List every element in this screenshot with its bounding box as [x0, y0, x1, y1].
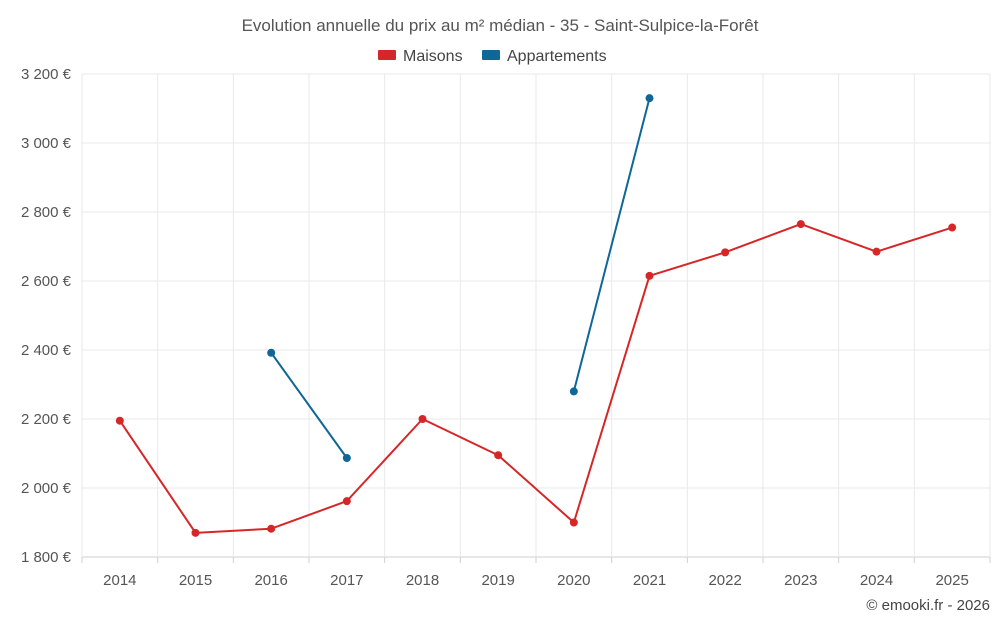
data-point-appartements[interactable]: [342, 453, 351, 462]
y-tick-label: 1 800 €: [21, 549, 72, 566]
y-tick-label: 3 000 €: [21, 135, 72, 152]
credit-text: © emooki.fr - 2026: [866, 597, 990, 614]
x-tick-label: 2022: [708, 572, 741, 589]
series-line-appartements: [270, 352, 348, 459]
legend-label-appartements[interactable]: Appartements: [507, 48, 607, 65]
legend-swatch-appartements[interactable]: [482, 50, 500, 60]
data-point-maisons[interactable]: [645, 271, 654, 280]
chart-title: Evolution annuelle du prix au m² médian …: [242, 16, 759, 35]
x-tick-label: 2014: [103, 572, 136, 589]
x-tick-label: 2025: [935, 572, 968, 589]
x-tick-label: 2019: [481, 572, 514, 589]
y-axis-ticks: 1 800 € 2 000 € 2 200 € 2 400 € 2 600 € 2 800…: [21, 66, 72, 566]
x-tick-label: 2018: [406, 572, 439, 589]
series-line-maisons: [119, 223, 953, 534]
x-tick-label: 2020: [557, 572, 590, 589]
x-tick-label: 2024: [860, 572, 893, 589]
data-point-maisons[interactable]: [115, 416, 124, 425]
data-point-appartements[interactable]: [569, 387, 578, 396]
data-point-maisons[interactable]: [494, 451, 503, 460]
x-tick-label: 2023: [784, 572, 817, 589]
grid: [81, 73, 991, 563]
x-tick-label: 2017: [330, 572, 363, 589]
data-point-appartements[interactable]: [267, 348, 276, 357]
data-point-maisons[interactable]: [721, 248, 730, 257]
y-tick-label: 2 000 €: [21, 480, 72, 497]
data-point-maisons[interactable]: [342, 497, 351, 506]
legend-swatch-maisons[interactable]: [378, 50, 396, 60]
data-point-appartements[interactable]: [645, 94, 654, 103]
legend[interactable]: Maisons Appartements: [378, 48, 607, 65]
series-appartements: [267, 94, 654, 462]
x-tick-label: 2021: [633, 572, 666, 589]
data-point-maisons[interactable]: [872, 247, 881, 256]
y-tick-label: 3 200 €: [21, 66, 72, 83]
legend-label-maisons[interactable]: Maisons: [403, 48, 463, 65]
y-tick-label: 2 800 €: [21, 204, 72, 221]
data-point-maisons[interactable]: [569, 518, 578, 527]
data-point-maisons[interactable]: [191, 528, 200, 537]
x-tick-label: 2016: [254, 572, 287, 589]
y-tick-label: 2 200 €: [21, 411, 72, 428]
x-axis-ticks: 2014 2015 2016 2017 2018 2019 2020 2021 2022 2023…: [103, 572, 969, 589]
data-point-maisons[interactable]: [796, 220, 805, 229]
data-point-maisons[interactable]: [267, 524, 276, 533]
x-tick-label: 2015: [179, 572, 212, 589]
y-tick-label: 2 400 €: [21, 342, 72, 359]
data-point-maisons[interactable]: [948, 223, 957, 232]
y-tick-label: 2 600 €: [21, 273, 72, 290]
series-line-appartements: [572, 97, 651, 392]
series-maisons: [115, 220, 957, 537]
series-layer: [115, 94, 957, 537]
data-point-maisons[interactable]: [418, 415, 427, 423]
